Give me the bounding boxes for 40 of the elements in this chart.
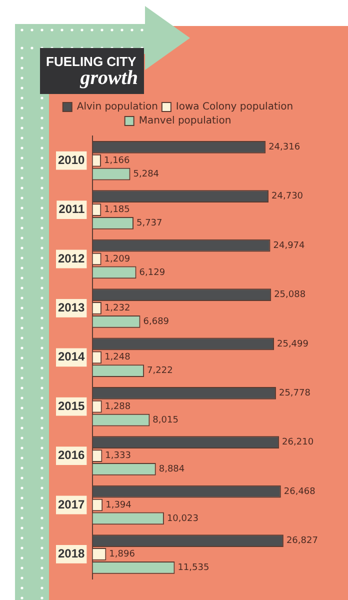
data-label: 6,689 [143,316,170,327]
y-tick-label: 2010 [58,152,86,167]
y-tick-label: 2012 [58,251,86,266]
legend-label: Iowa Colony population [176,102,294,113]
data-label: 25,499 [276,339,309,350]
data-label: 26,468 [284,486,316,497]
data-label: 24,316 [268,142,300,152]
y-tick-label: 2016 [58,448,86,462]
data-label: 10,023 [166,514,198,524]
chart-title: FUELING CITY growth [40,48,144,94]
y-tick-label: 2018 [58,546,86,561]
data-label: 1,896 [109,550,136,560]
y-tick-label: 2017 [58,497,86,512]
legend-label: Manvel population [138,116,232,127]
data-label: 1,333 [105,451,131,462]
y-tick-label: 2011 [58,202,86,216]
data-label: 25,778 [278,388,311,398]
data-label: 26,827 [286,536,318,546]
legend-label: Alvin population [76,102,158,113]
data-label: 1,166 [104,156,130,166]
data-label: 25,088 [274,290,306,300]
data-label: 5,284 [133,169,160,180]
data-label: 24,974 [273,240,306,251]
data-label: 8,015 [152,415,178,426]
data-label: 24,730 [272,192,304,202]
data-label: 5,737 [136,218,162,229]
data-label: 11,535 [178,562,210,573]
data-label: 8,884 [158,464,185,475]
data-label: 1,185 [104,205,130,216]
data-label: 26,210 [282,438,314,448]
data-label: 7,222 [147,366,173,376]
data-label: 1,232 [104,304,130,314]
data-label: 1,394 [106,500,132,510]
y-tick-label: 2014 [58,350,86,364]
y-tick-label: 2013 [58,300,86,315]
data-label: 1,288 [104,402,131,412]
y-tick-label: 2015 [58,398,86,413]
data-label: 6,129 [139,268,166,278]
data-label: 1,248 [104,352,131,363]
data-label: 1,209 [104,254,130,264]
